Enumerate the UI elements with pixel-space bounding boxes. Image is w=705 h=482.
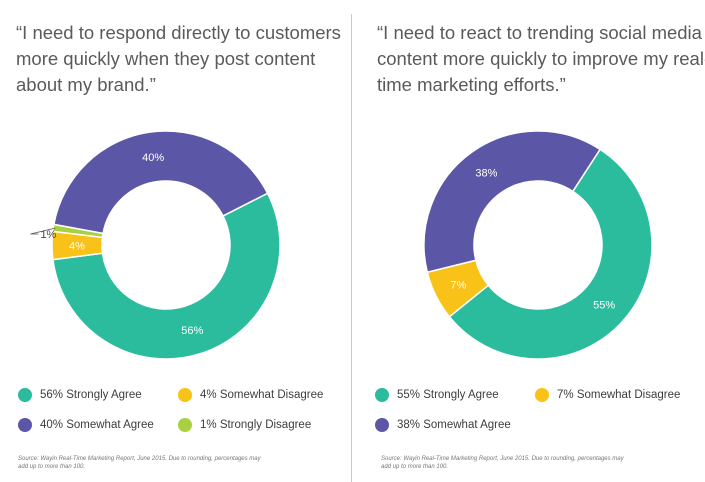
legend-label: 7% Somewhat Disagree <box>557 389 681 401</box>
legend-label: 38% Somewhat Agree <box>397 419 511 431</box>
swatch <box>18 388 32 402</box>
slice-strongly-agree <box>52 192 281 360</box>
right-panel: “I need to react to trending social medi… <box>353 0 705 482</box>
slice-somewhat-agree <box>53 130 269 235</box>
swatch <box>178 388 192 402</box>
legend-label: 4% Somewhat Disagree <box>200 389 324 401</box>
slice-label: 1% <box>40 229 56 241</box>
source-note: Source: Wayin Real-Time Marketing Report… <box>18 455 318 471</box>
slice-label: 4% <box>69 240 85 252</box>
source-line: add up to more than 100. <box>381 464 449 470</box>
legend-item-somewhat-agree: 38% Somewhat Agree <box>375 418 511 432</box>
quote-line: more quickly when they post content <box>16 48 316 69</box>
panel-divider <box>351 14 352 482</box>
donut-chart-right: 55% 7% 38% <box>423 130 653 360</box>
legend-item-somewhat-agree: 40% Somewhat Agree <box>18 418 154 432</box>
quote-line: “I need to respond directly to customers <box>16 22 341 43</box>
source-line: Source: Wayin Real-Time Marketing Report… <box>381 456 624 462</box>
swatch <box>375 388 389 402</box>
slice-somewhat-agree <box>423 130 602 274</box>
legend-item-strongly-agree: 56% Strongly Agree <box>18 388 142 402</box>
source-line: Source: Wayin Real-Time Marketing Report… <box>18 456 261 462</box>
slice-label: 55% <box>593 300 615 312</box>
swatch <box>178 418 192 432</box>
quote-line: time marketing efforts.” <box>377 74 566 95</box>
leader-line <box>30 227 56 235</box>
slice-label: 40% <box>142 152 164 164</box>
legend-item-somewhat-disagree: 4% Somewhat Disagree <box>178 388 323 402</box>
swatch <box>535 388 549 402</box>
quote-text: “I need to react to trending social medi… <box>377 20 705 98</box>
legend-item-strongly-agree: 55% Strongly Agree <box>375 388 499 402</box>
legend-item-somewhat-disagree: 7% Somewhat Disagree <box>535 388 680 402</box>
legend-item-strongly-disagree: 1% Strongly Disagree <box>178 418 311 432</box>
quote-text: “I need to respond directly to customers… <box>16 20 341 98</box>
slice-label: 38% <box>475 167 497 179</box>
slice-strongly-agree <box>448 148 653 360</box>
slice-label: 56% <box>181 325 203 337</box>
legend-label: 1% Strongly Disagree <box>200 419 312 431</box>
source-line: add up to more than 100. <box>18 464 86 470</box>
legend-label: 55% Strongly Agree <box>397 389 499 401</box>
donut-chart-left: 56% 4% 1% 40% <box>30 130 281 360</box>
swatch <box>375 418 389 432</box>
swatch <box>18 418 32 432</box>
legend-label: 40% Somewhat Agree <box>40 419 154 431</box>
quote-line: content more quickly to improve my real- <box>377 48 705 69</box>
quote-line: “I need to react to trending social medi… <box>377 22 702 43</box>
legend-label: 56% Strongly Agree <box>40 389 142 401</box>
quote-line: about my brand.” <box>16 74 156 95</box>
left-panel: “I need to respond directly to customers… <box>0 0 352 482</box>
slice-label: 7% <box>450 280 466 292</box>
source-note: Source: Wayin Real-Time Marketing Report… <box>381 455 681 471</box>
